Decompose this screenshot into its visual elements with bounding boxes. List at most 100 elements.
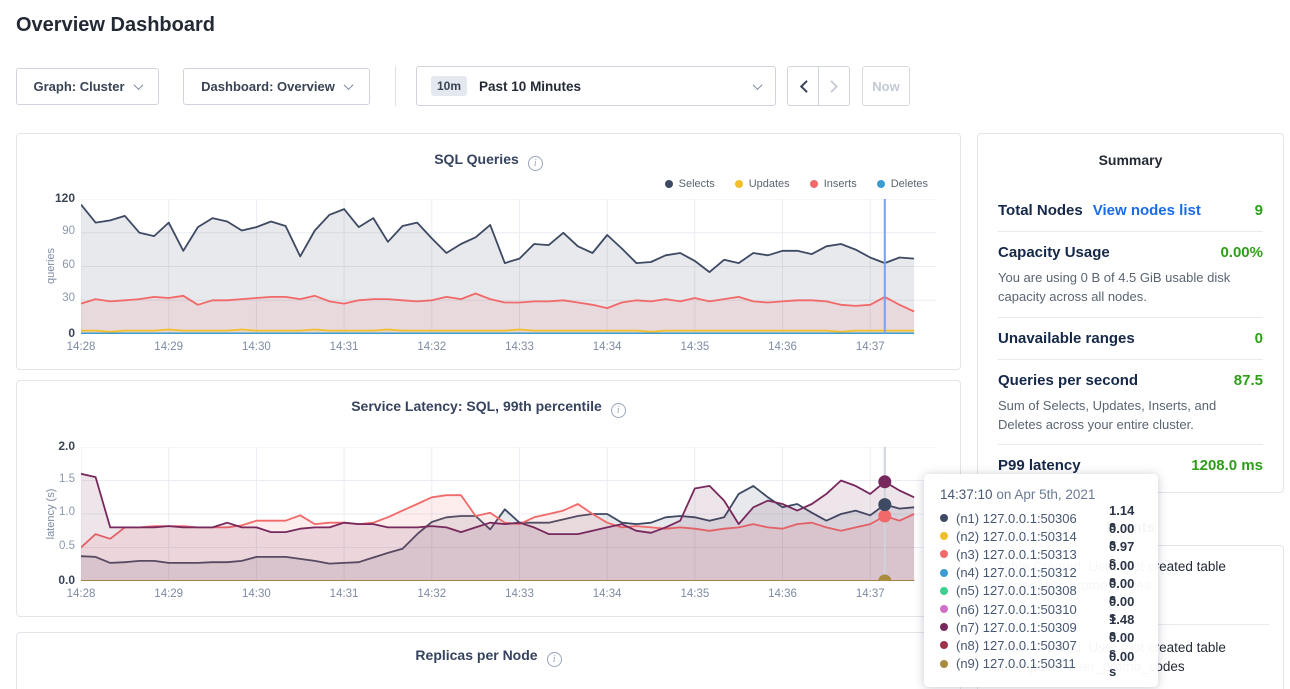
summary-description: Sum of Selects, Updates, Inserts, and De…: [998, 397, 1217, 432]
chart-title-text: SQL Queries: [434, 151, 519, 167]
replicas-per-node-title: Replicas per Node i: [17, 647, 960, 667]
y-axis-tick: 90: [62, 224, 75, 237]
summary-heading: Summary: [1098, 152, 1163, 168]
x-axis-tick: 14:31: [329, 588, 359, 600]
y-axis-tick: 1.5: [59, 472, 75, 485]
x-axis-tick: 14:33: [505, 341, 534, 353]
chevron-down-icon: [752, 79, 763, 90]
divider: [998, 316, 1263, 318]
graph-dropdown-label: Graph: Cluster: [33, 79, 125, 94]
time-now-button[interactable]: Now: [862, 66, 910, 106]
tooltip-node-row: (n6) 127.0.0.1:50310 0.00 s: [940, 594, 1142, 624]
toolbar-divider: [395, 66, 396, 106]
x-axis-tick: 14:36: [768, 341, 797, 353]
sql-queries-title: SQL Queries i: [17, 151, 960, 171]
time-pager: [787, 66, 850, 106]
summary-label: Unavailable ranges: [998, 329, 1135, 347]
series-color-dot: [940, 568, 948, 577]
chart-title-text: Service Latency: SQL, 99th percentile: [351, 398, 602, 414]
summary-row-capacity: Capacity Usage 0.00%: [998, 232, 1263, 273]
x-axis-tick: 14:28: [66, 588, 96, 600]
info-icon[interactable]: i: [527, 156, 543, 171]
chevron-right-icon: [824, 79, 838, 93]
summary-row-unavailable-ranges: Unavailable ranges 0: [998, 318, 1263, 359]
legend-dot: [876, 180, 885, 188]
y-axis-tick: 0.5: [59, 539, 75, 552]
series-color-dot: [940, 586, 948, 595]
x-axis-tick: 14:34: [592, 341, 622, 353]
dashboard-dropdown-label: Dashboard: Overview: [201, 79, 335, 94]
summary-row-total-nodes: Total Nodes View nodes list 9: [998, 190, 1263, 231]
x-axis-tick: 14:34: [592, 588, 622, 600]
tooltip-timestamp: 14:37:10 on Apr 5th, 2021: [940, 487, 1096, 502]
graph-dropdown[interactable]: Graph: Cluster: [16, 68, 159, 105]
divider: [998, 231, 1263, 232]
sql-queries-card: SQL Queries i Selects Updates Inserts Del…: [16, 133, 961, 370]
divider: [998, 444, 1263, 446]
series-color-dot: [940, 623, 948, 632]
legend-dot: [734, 180, 743, 188]
sql-queries-plot[interactable]: [80, 198, 936, 335]
info-icon[interactable]: i: [610, 403, 626, 418]
y-axis-tick: 30: [62, 292, 75, 305]
x-axis-tick: 14:35: [680, 588, 710, 600]
summary-label: Total Nodes: [998, 202, 1083, 219]
page-title: Overview Dashboard: [16, 14, 215, 36]
tooltip-node-row: (n2) 127.0.0.1:50314 0.00 s: [940, 521, 1142, 551]
tooltip-node-row: (n9) 127.0.0.1:50311 0.00 s: [940, 649, 1142, 679]
x-axis-tick: 14:30: [241, 588, 271, 600]
series-color-dot: [940, 641, 948, 650]
y-axis-tick: 2.0: [58, 439, 75, 453]
legend-item-selects: Selects: [664, 178, 715, 190]
legend-item-deletes: Deletes: [876, 178, 928, 190]
time-range-dropdown[interactable]: 10m Past 10 Minutes: [416, 66, 776, 106]
chevron-down-icon: [133, 80, 143, 91]
summary-value: 0: [1254, 329, 1263, 347]
tooltip-node-row: (n3) 127.0.0.1:50313 0.97 s: [940, 539, 1142, 569]
tooltip-node-row: (n5) 127.0.0.1:50308 0.00 s: [940, 576, 1142, 606]
y-axis-tick: 0: [68, 326, 75, 340]
x-axis-tick: 14:32: [417, 341, 447, 353]
view-nodes-list-link[interactable]: View nodes list: [1092, 202, 1201, 219]
summary-label: Capacity Usage: [998, 244, 1110, 261]
x-axis-tick: 14:37: [855, 588, 885, 600]
chevron-left-icon: [799, 79, 813, 93]
y-axis-tick: 0.0: [58, 573, 75, 587]
info-icon[interactable]: i: [546, 652, 562, 667]
x-axis-tick: 14:29: [154, 341, 184, 353]
series-color-dot: [940, 514, 948, 523]
legend-item-inserts: Inserts: [809, 178, 857, 190]
chart-hover-tooltip: 14:37:10 on Apr 5th, 2021 (n1) 127.0.0.1…: [924, 474, 1158, 687]
divider: [998, 358, 1263, 360]
dashboard-dropdown[interactable]: Dashboard: Overview: [183, 68, 370, 105]
tooltip-node-row: (n7) 127.0.0.1:50309 1.48 s: [940, 612, 1142, 642]
sql-queries-legend: Selects Updates Inserts Deletes: [664, 178, 928, 190]
replicas-per-node-card: Replicas per Node i: [16, 632, 961, 689]
x-axis-tick: 14:31: [329, 341, 359, 353]
x-axis-tick: 14:30: [241, 341, 271, 353]
summary-description: You are using 0 B of 4.5 GiB usable disk…: [998, 270, 1231, 304]
tooltip-node-row: (n4) 127.0.0.1:50312 0.00 s: [940, 558, 1142, 588]
summary-label: Queries per second: [998, 371, 1139, 389]
time-range-label: Past 10 Minutes: [479, 78, 582, 94]
legend-item-updates: Updates: [734, 178, 790, 190]
x-axis-tick: 14:29: [154, 588, 184, 600]
tooltip-node-row: (n8) 127.0.0.1:50307 0.00 s: [940, 630, 1142, 660]
summary-label: P99 latency: [998, 457, 1081, 475]
x-axis-tick: 14:28: [66, 341, 96, 353]
y-axis-tick: 1.0: [59, 506, 75, 518]
legend-dot: [664, 180, 673, 188]
x-axis-tick: 14:32: [417, 588, 447, 600]
x-axis-tick: 14:35: [680, 341, 710, 353]
tooltip-node-row: (n1) 127.0.0.1:50306 1.14 s: [940, 503, 1142, 533]
time-prev-button[interactable]: [787, 66, 819, 106]
summary-value: 9: [1254, 202, 1263, 219]
time-next-button[interactable]: [818, 66, 850, 106]
service-latency-plot[interactable]: [80, 446, 936, 588]
series-color-dot: [940, 532, 948, 541]
chevron-down-icon: [343, 80, 354, 91]
x-axis-tick: 14:37: [855, 341, 885, 353]
y-axis-tick: 60: [62, 258, 75, 271]
x-axis-tick: 14:33: [505, 588, 534, 600]
summary-row-qps: Queries per second 87.5: [998, 360, 1263, 401]
